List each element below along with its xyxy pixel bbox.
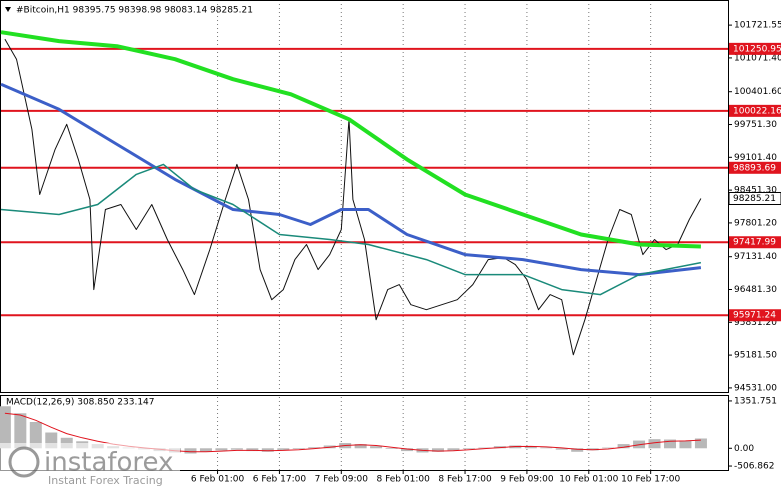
histogram-bar <box>648 439 661 449</box>
histogram-bar <box>617 444 630 449</box>
histogram-bar <box>0 406 11 449</box>
price-panel <box>0 0 729 393</box>
histogram-bar <box>246 448 259 452</box>
x-tick-label: 6 Feb 01:00 <box>191 475 245 485</box>
histogram-bar <box>230 448 243 450</box>
series-line <box>4 38 702 356</box>
chart-title: #Bitcoin,H1 98395.75 98398.98 98083.14 9… <box>16 6 253 16</box>
histogram-bar <box>370 446 383 449</box>
histogram-bar <box>478 447 491 449</box>
y-tick-label: 95181.50 <box>734 351 777 361</box>
last-price-label: 98285.21 <box>733 194 776 204</box>
y-tick-label: 99751.30 <box>734 120 777 130</box>
y-tick-label: 101721.55 <box>734 21 781 31</box>
y-tick-label: 99101.40 <box>734 153 777 163</box>
level-tag <box>729 161 781 174</box>
watermark-tagline: Instant Forex Tracing <box>48 474 163 487</box>
histogram-bar <box>215 448 228 451</box>
level-label: 100022.16 <box>733 106 781 116</box>
level-label: 97417.99 <box>733 238 776 248</box>
histogram-bar <box>292 448 305 449</box>
y-tick-label: 1351.751 <box>734 396 777 406</box>
histogram-bar <box>540 447 553 449</box>
level-tag <box>729 104 781 117</box>
x-tick-label: 10 Feb 17:00 <box>621 475 680 485</box>
histogram-bar <box>447 448 460 451</box>
y-tick-label: 101071.40 <box>734 53 781 63</box>
y-tick-label: 97131.40 <box>734 252 777 262</box>
histogram-bar <box>401 448 414 452</box>
histogram-bar <box>571 448 584 452</box>
level-tag <box>729 42 781 55</box>
watermark: instaforex Instant Forex Tracing <box>0 443 180 489</box>
histogram-bar <box>354 444 367 449</box>
histogram-bar <box>555 448 568 450</box>
level-label: 95971.24 <box>733 311 776 321</box>
histogram-bar <box>431 448 444 452</box>
histogram-bar <box>679 440 692 449</box>
x-tick-label: 10 Feb 01:00 <box>559 475 618 485</box>
x-tick-label: 8 Feb 17:00 <box>438 475 492 485</box>
histogram-bar <box>14 413 27 449</box>
menu-arrow <box>5 7 11 12</box>
histogram-bar <box>385 448 398 449</box>
watermark-logo <box>8 446 40 478</box>
level-tag <box>729 309 781 322</box>
x-tick-label: 9 Feb 09:00 <box>500 475 554 485</box>
y-tick-label: 0.00 <box>734 444 754 454</box>
y-tick-label: 96481.30 <box>734 285 777 295</box>
histogram-bar <box>261 448 274 452</box>
y-tick-label: 95831.20 <box>734 318 777 328</box>
histogram-bar <box>602 447 615 449</box>
histogram-bar <box>184 448 197 454</box>
series-line <box>0 163 702 296</box>
y-tick-label: -506.862 <box>734 462 774 472</box>
x-tick-label: 8 Feb 01:00 <box>377 475 431 485</box>
y-tick-label: 97801.20 <box>734 218 777 228</box>
level-label: 101250.95 <box>733 44 781 54</box>
macd-title: MACD(12,26,9) 308.850 233.147 <box>6 398 155 408</box>
x-tick-label: 7 Feb 09:00 <box>315 475 369 485</box>
y-tick-label: 94531.00 <box>734 383 777 393</box>
histogram-bar <box>694 438 707 449</box>
y-tick-label: 100401.60 <box>734 87 781 97</box>
watermark-brand: instaforex <box>44 448 173 478</box>
level-tag <box>729 236 781 249</box>
series-line <box>0 82 702 277</box>
series-line <box>0 30 701 249</box>
x-tick-label: 6 Feb 17:00 <box>253 475 307 485</box>
histogram-bar <box>663 439 676 449</box>
level-label: 98893.69 <box>733 163 776 173</box>
histogram-bar <box>524 446 537 449</box>
histogram-bar <box>308 447 321 449</box>
last-price-tag <box>728 191 781 205</box>
histogram-bar <box>29 422 42 449</box>
y-tick-label: 98451.30 <box>734 186 777 196</box>
histogram-bar <box>199 448 212 452</box>
histogram-bar <box>277 448 290 451</box>
histogram-bar <box>462 448 475 449</box>
